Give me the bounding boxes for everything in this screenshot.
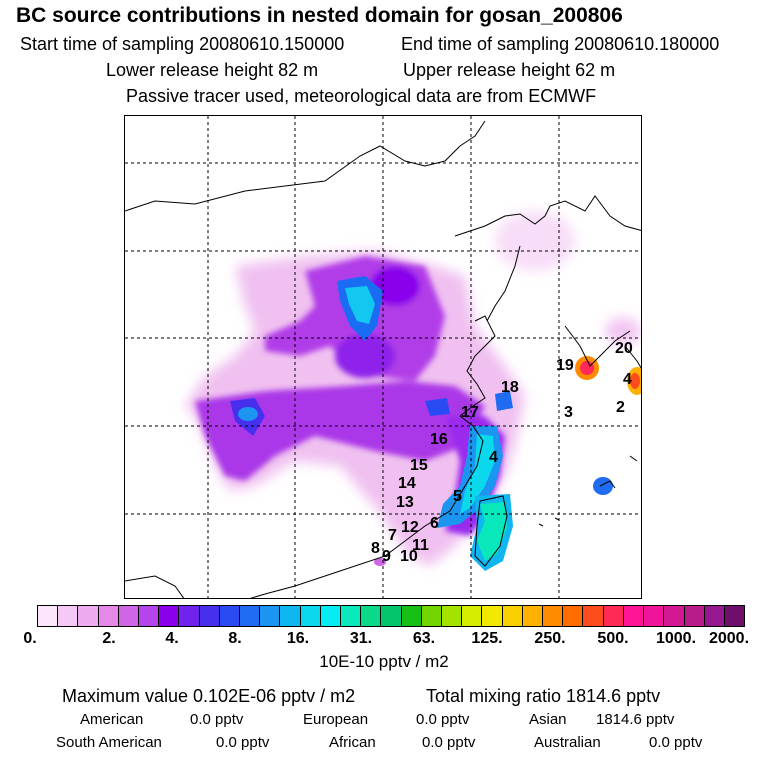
colorbar-tick-label: 125. bbox=[471, 630, 503, 647]
lower-release-height: Lower release height 82 m bbox=[106, 60, 319, 80]
region-label: 4 bbox=[489, 449, 498, 466]
color-scale-segment bbox=[300, 606, 321, 626]
tracer-note: Passive tracer used, meteorological data… bbox=[126, 86, 597, 106]
south-american-value: 0.0 pptv bbox=[216, 734, 270, 751]
color-scale-segment bbox=[704, 606, 725, 626]
colorbar-tick-label: 1000. bbox=[655, 630, 697, 647]
african-value: 0.0 pptv bbox=[422, 734, 476, 751]
color-scale-segment bbox=[179, 606, 200, 626]
end-time: End time of sampling 20080610.180000 bbox=[401, 34, 720, 54]
region-label: 2 bbox=[616, 399, 625, 416]
total-mixing-ratio: Total mixing ratio 1814.6 pptv bbox=[426, 686, 661, 706]
colorbar-tick-label: 2000. bbox=[708, 630, 750, 647]
start-time: Start time of sampling 20080610.150000 bbox=[20, 34, 345, 54]
color-scale-segment bbox=[320, 606, 342, 626]
source-contribution-map: 19 20 4 2 3 18 17 16 4 15 14 13 5 6 12 7… bbox=[124, 115, 642, 599]
region-label: 20 bbox=[615, 340, 633, 357]
colorbar-tick-label: 31. bbox=[349, 630, 373, 647]
region-label: 18 bbox=[501, 379, 519, 396]
color-scale-segment bbox=[502, 606, 523, 626]
region-label: 15 bbox=[410, 457, 428, 474]
colorbar-unit: 10E-10 pptv / m2 bbox=[319, 652, 449, 671]
american-value: 0.0 pptv bbox=[190, 711, 244, 728]
region-label: 9 bbox=[382, 548, 391, 565]
lat-lon-grid bbox=[125, 116, 641, 598]
color-scale-segment bbox=[603, 606, 624, 626]
region-label: 16 bbox=[430, 431, 448, 448]
color-scale-segment bbox=[583, 606, 604, 626]
upper-release-height: Upper release height 62 m bbox=[403, 60, 616, 80]
map-canvas bbox=[125, 116, 641, 598]
colorbar-tick-label: 63. bbox=[412, 630, 436, 647]
australian-label: Australian bbox=[534, 734, 601, 751]
colorbar-tick-label: 0. bbox=[23, 630, 37, 647]
color-scale-segment bbox=[78, 606, 99, 626]
asian-value: 1814.6 pptv bbox=[596, 711, 675, 728]
color-scale-segment bbox=[118, 606, 140, 626]
color-scale-segment bbox=[219, 606, 241, 626]
color-scale-segment bbox=[462, 606, 483, 626]
region-label: 19 bbox=[556, 357, 574, 374]
color-scale-segment bbox=[421, 606, 443, 626]
colorbar-tick-label: 16. bbox=[286, 630, 310, 647]
color-scale-segment bbox=[139, 606, 160, 626]
color-scale-segment bbox=[401, 606, 422, 626]
region-label: 6 bbox=[430, 515, 439, 532]
australian-value: 0.0 pptv bbox=[649, 734, 703, 751]
region-label: 8 bbox=[371, 540, 380, 557]
color-scale-bar bbox=[37, 605, 745, 627]
region-label: 11 bbox=[412, 537, 429, 554]
european-value: 0.0 pptv bbox=[416, 711, 470, 728]
color-scale-segment bbox=[644, 606, 665, 626]
region-label: 3 bbox=[564, 404, 573, 421]
color-scale-segment bbox=[482, 606, 503, 626]
colorbar-tick-label: 250. bbox=[534, 630, 566, 647]
color-scale-segment bbox=[543, 606, 564, 626]
coastlines bbox=[125, 120, 641, 598]
african-label: African bbox=[329, 734, 376, 751]
american-label: American bbox=[80, 711, 144, 728]
european-label: European bbox=[303, 711, 369, 728]
contribution-field-mid bbox=[195, 256, 505, 536]
region-label: 7 bbox=[388, 527, 397, 544]
asian-label: Asian bbox=[529, 711, 567, 728]
color-scale-segment bbox=[623, 606, 645, 626]
color-scale-segment bbox=[664, 606, 685, 626]
color-scale-segment bbox=[361, 606, 382, 626]
color-scale-segment bbox=[522, 606, 544, 626]
color-scale-segment bbox=[341, 606, 362, 626]
color-scale-segment bbox=[98, 606, 119, 626]
color-scale-segment bbox=[199, 606, 220, 626]
colorbar-tick-label: 4. bbox=[165, 630, 179, 647]
color-scale-segment bbox=[159, 606, 180, 626]
maximum-value: Maximum value 0.102E-06 pptv / m2 bbox=[62, 686, 356, 706]
color-scale-segment bbox=[563, 606, 584, 626]
region-label: 5 bbox=[453, 488, 462, 505]
color-scale-segment bbox=[280, 606, 301, 626]
color-scale-segment bbox=[58, 606, 79, 626]
color-scale-segment bbox=[684, 606, 705, 626]
plot-title: BC source contributions in nested domain… bbox=[16, 4, 623, 27]
south-american-label: South American bbox=[56, 734, 162, 751]
color-scale-segment bbox=[38, 606, 59, 626]
colorbar-tick-label: 500. bbox=[597, 630, 629, 647]
region-label: 17 bbox=[461, 404, 479, 421]
color-scale-segment bbox=[442, 606, 463, 626]
color-scale-segment bbox=[240, 606, 261, 626]
region-label: 10 bbox=[400, 548, 418, 565]
region-label: 4 bbox=[623, 371, 632, 388]
region-label: 13 bbox=[396, 494, 414, 511]
region-label: 14 bbox=[398, 475, 416, 492]
colorbar-tick-label: 2. bbox=[102, 630, 116, 647]
color-scale-segment bbox=[260, 606, 281, 626]
color-scale-segment bbox=[724, 606, 745, 626]
color-scale-segment bbox=[381, 606, 402, 626]
colorbar-tick-label: 8. bbox=[228, 630, 242, 647]
region-label: 12 bbox=[401, 519, 419, 536]
